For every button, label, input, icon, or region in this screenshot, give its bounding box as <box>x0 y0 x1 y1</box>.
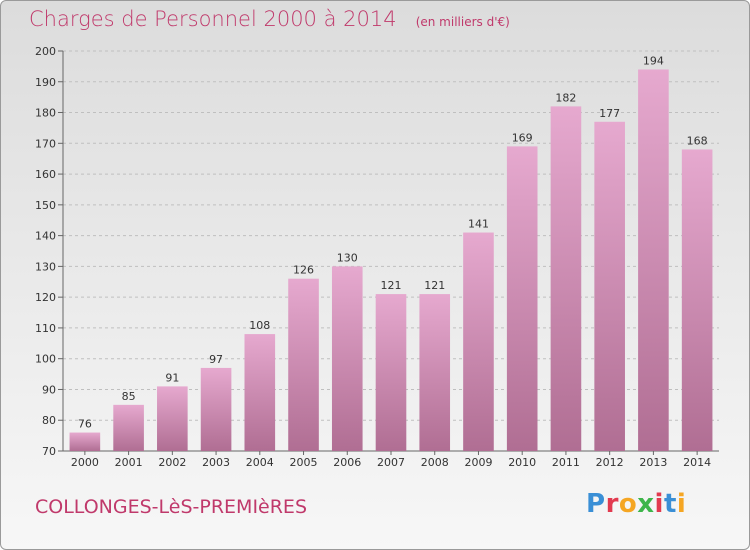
bar-value-label: 121 <box>424 279 445 292</box>
bar[interactable] <box>681 149 713 451</box>
bar-value-label: 121 <box>381 279 402 292</box>
bar-value-label: 177 <box>599 107 620 120</box>
bar[interactable] <box>288 278 319 451</box>
y-tick-label: 70 <box>42 445 56 458</box>
x-tick-label: 2003 <box>202 456 230 469</box>
y-tick-label: 100 <box>35 353 56 366</box>
bar-value-label: 108 <box>249 319 270 332</box>
bar[interactable] <box>331 266 363 451</box>
bar[interactable] <box>463 232 494 451</box>
bar[interactable] <box>69 432 101 451</box>
x-tick-label: 2007 <box>377 456 405 469</box>
bar-value-label: 130 <box>337 251 358 264</box>
y-tick-label: 90 <box>42 383 56 396</box>
brand-letter: i <box>676 489 687 519</box>
brand-letter: o <box>618 489 638 519</box>
bar-value-label: 168 <box>687 134 708 147</box>
bar-value-label: 97 <box>209 353 223 366</box>
chart-title: Charges de Personnel 2000 à 2014 <box>29 7 397 31</box>
x-tick-label: 2010 <box>508 456 536 469</box>
x-tick-label: 2001 <box>115 456 143 469</box>
y-tick-label: 150 <box>35 199 56 212</box>
x-tick-label: 2005 <box>290 456 318 469</box>
labels: 7080901001101201301401501601701801902002… <box>35 45 711 469</box>
bar-value-label: 194 <box>643 54 664 67</box>
y-tick-label: 170 <box>35 137 56 150</box>
bar-value-label: 91 <box>165 371 179 384</box>
bar[interactable] <box>506 146 538 451</box>
x-tick-label: 2012 <box>596 456 624 469</box>
brand-letter: P <box>586 489 606 519</box>
brand-letter: i <box>654 489 664 519</box>
y-tick-label: 190 <box>35 76 56 89</box>
brand-logo[interactable]: Proxiti <box>586 489 686 519</box>
y-tick-label: 120 <box>35 291 56 304</box>
x-tick-label: 2014 <box>683 456 711 469</box>
bar[interactable] <box>638 69 669 451</box>
bar[interactable] <box>157 386 188 451</box>
y-tick-label: 200 <box>35 45 56 58</box>
brand-letter: r <box>605 489 619 519</box>
y-tick-label: 180 <box>35 107 56 120</box>
x-tick-label: 2008 <box>421 456 449 469</box>
x-tick-label: 2006 <box>333 456 361 469</box>
x-tick-label: 2009 <box>464 456 492 469</box>
bar[interactable] <box>113 404 144 451</box>
x-tick-label: 2004 <box>246 456 274 469</box>
location-name: COLLONGES-LèS-PREMIèRES <box>35 496 308 518</box>
bar[interactable] <box>594 121 625 452</box>
bar-value-label: 182 <box>555 91 576 104</box>
y-tick-label: 110 <box>35 322 56 335</box>
y-tick-label: 80 <box>42 414 56 427</box>
brand-letter: t <box>663 489 677 519</box>
bar-value-label: 85 <box>122 390 136 403</box>
y-tick-label: 140 <box>35 230 56 243</box>
bar-value-label: 126 <box>293 264 314 277</box>
x-tick-label: 2000 <box>71 456 99 469</box>
y-tick-label: 130 <box>35 260 56 273</box>
x-tick-label: 2013 <box>639 456 667 469</box>
chart-unit: (en milliers d'€) <box>415 15 510 29</box>
title-row: Charges de Personnel 2000 à 2014 (en mil… <box>29 7 510 31</box>
bar-value-label: 141 <box>468 218 489 231</box>
bar-value-label: 76 <box>78 418 92 431</box>
bar[interactable] <box>375 294 407 451</box>
bar[interactable] <box>200 367 232 451</box>
y-tick-label: 160 <box>35 168 56 181</box>
x-tick-label: 2002 <box>158 456 186 469</box>
bar[interactable] <box>419 294 451 451</box>
bar[interactable] <box>244 334 276 451</box>
bar[interactable] <box>550 106 582 451</box>
bar-value-label: 169 <box>512 131 533 144</box>
brand-letter: x <box>637 489 655 519</box>
x-tick-label: 2011 <box>552 456 580 469</box>
bars <box>69 69 713 452</box>
